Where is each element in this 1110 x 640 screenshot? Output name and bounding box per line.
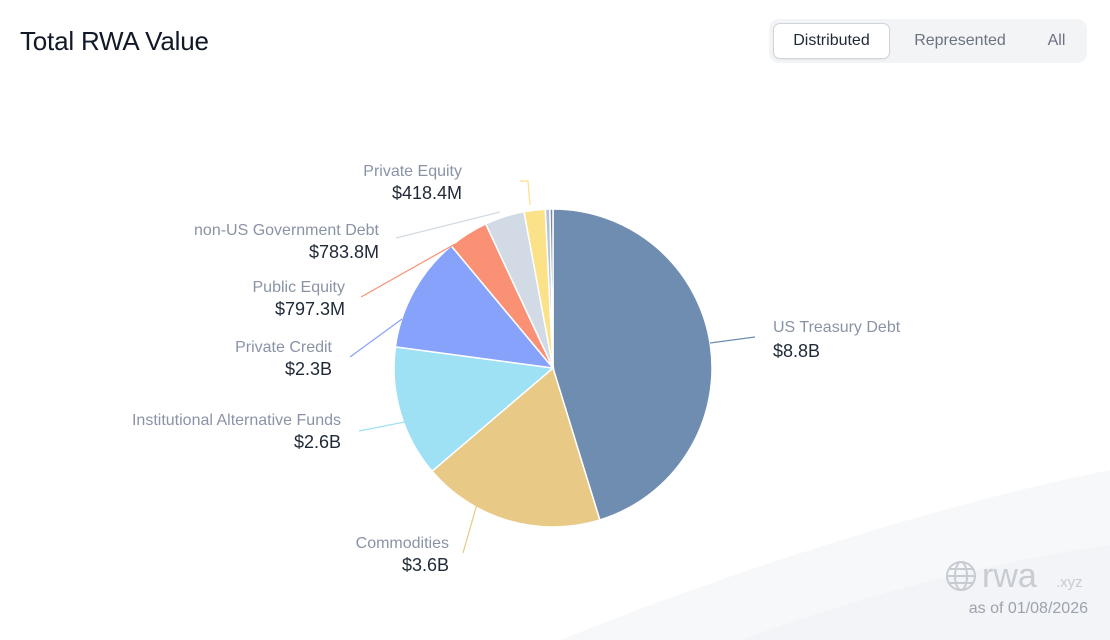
slice-label-name: Private Equity <box>363 163 462 180</box>
slice-label-value: $8.8B <box>773 341 820 361</box>
slice-label-value: $3.6B <box>402 555 449 575</box>
slice-label-name: Institutional Alternative Funds <box>132 412 341 429</box>
slice-label-value: $783.8M <box>309 242 379 262</box>
slice-label-value: $797.3M <box>275 299 345 319</box>
pie-slice-other-8[interactable] <box>549 208 554 369</box>
pie-slice-commodities[interactable] <box>431 366 601 528</box>
globe-icon <box>946 561 976 591</box>
tab-represented[interactable]: Represented <box>914 32 1006 49</box>
as-of-date: as of 01/08/2026 <box>968 600 1088 617</box>
leader-line-private-equity <box>520 180 531 206</box>
pie-slice-us-treasury-debt[interactable] <box>552 208 713 521</box>
tab-all[interactable]: All <box>1047 32 1066 49</box>
slice-label-name: Private Credit <box>235 339 332 356</box>
slice-label-name: Public Equity <box>253 279 346 296</box>
brand-logo: rwa .xyz <box>946 557 1083 595</box>
page-title: Total RWA Value <box>20 26 209 56</box>
pie-slice-institutional-alternative-funds[interactable] <box>393 346 555 473</box>
brand-tld: .xyz <box>1056 574 1083 591</box>
leader-line-institutional-alternative-funds <box>358 418 421 432</box>
slice-label-name: US Treasury Debt <box>773 319 901 336</box>
brand-name: rwa <box>982 557 1037 595</box>
leader-line-private-credit <box>349 318 403 358</box>
leader-line-non-us-government-debt <box>395 211 501 239</box>
slice-label-value: $2.6B <box>294 432 341 452</box>
slice-label-name: non-US Government Debt <box>194 222 380 239</box>
leader-line-us-treasury-debt <box>709 336 756 344</box>
slice-label-name: Commodities <box>356 535 449 552</box>
leader-line-commodities <box>462 489 482 554</box>
leader-line-public-equity <box>360 243 456 298</box>
pie-slice-private-credit[interactable] <box>394 244 555 369</box>
view-toggle: Distributed Represented All <box>769 19 1087 63</box>
slice-label-value: $2.3B <box>285 359 332 379</box>
tab-distributed[interactable]: Distributed <box>773 23 890 59</box>
slice-label-value: $418.4M <box>392 183 462 203</box>
